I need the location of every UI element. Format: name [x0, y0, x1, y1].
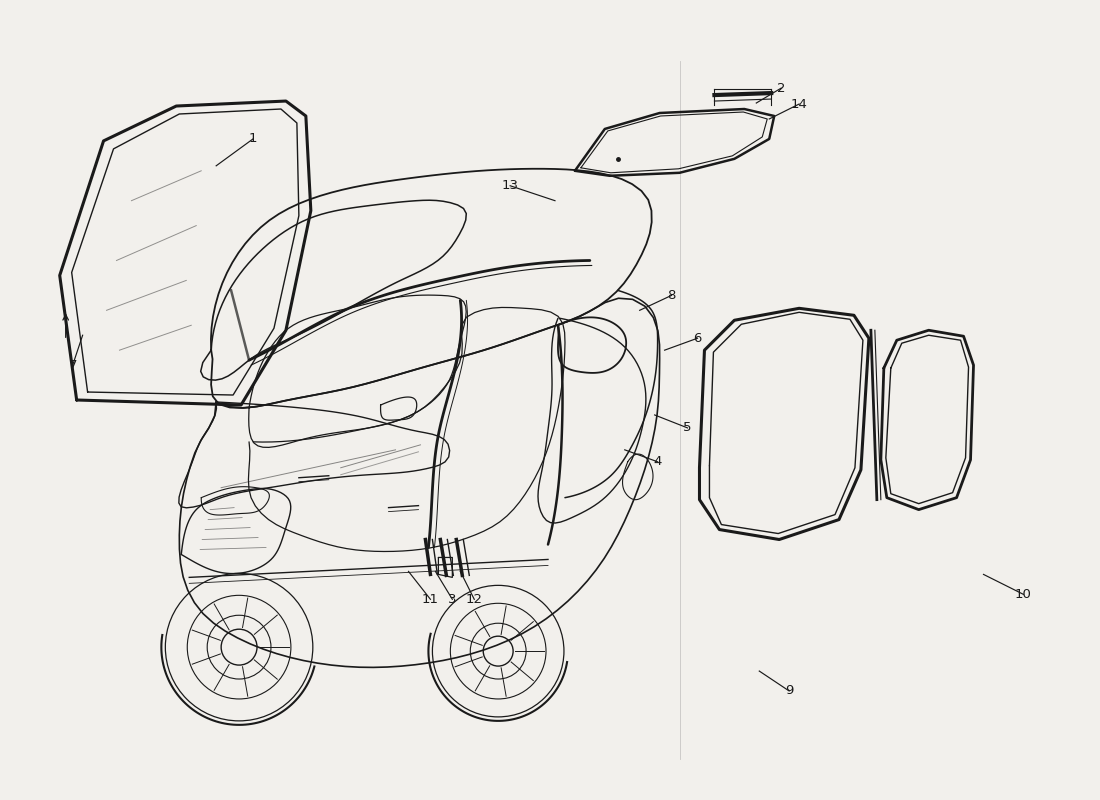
Text: 4: 4 [653, 455, 662, 468]
Text: 14: 14 [791, 98, 807, 110]
Text: 13: 13 [502, 179, 518, 192]
Text: 12: 12 [465, 593, 483, 606]
Text: 1: 1 [249, 133, 257, 146]
Text: 5: 5 [683, 422, 692, 434]
Text: 8: 8 [668, 289, 675, 302]
Text: 2: 2 [777, 82, 785, 94]
Text: 7: 7 [68, 358, 77, 372]
Text: 10: 10 [1015, 588, 1032, 601]
Text: 9: 9 [785, 685, 793, 698]
Text: 6: 6 [693, 332, 702, 345]
Text: 3: 3 [448, 593, 456, 606]
Text: 11: 11 [422, 593, 439, 606]
